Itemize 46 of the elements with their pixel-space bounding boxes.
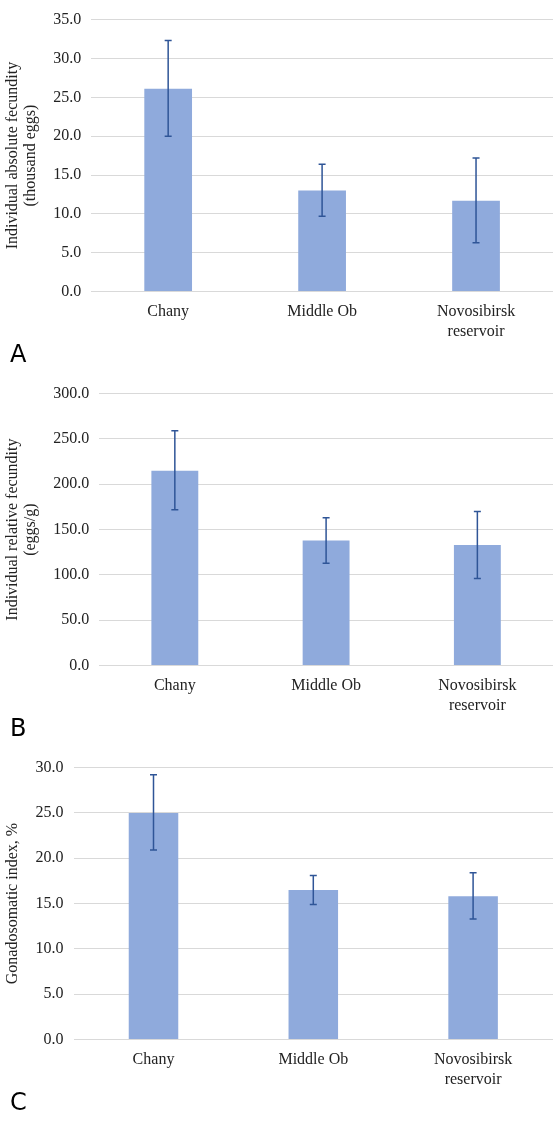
y-tick-label: 25.0: [53, 87, 82, 105]
y-tick-label: 25.0: [35, 803, 64, 821]
x-tick-label: Novosibirsk reservoir: [433, 1050, 513, 1087]
y-tick-label: 35.0: [53, 9, 82, 27]
bar: [302, 540, 350, 666]
bar: [448, 896, 498, 1040]
y-tick-label: 15.0: [53, 165, 82, 183]
y-tick-label: 20.0: [35, 848, 64, 866]
y-tick-label: 0.0: [43, 1029, 64, 1047]
y-tick-label: 150.0: [53, 519, 90, 537]
bar: [453, 545, 501, 666]
bar: [128, 812, 179, 1040]
y-axis-title: Individual absolute fecundity (thousand eggs): [3, 61, 39, 250]
x-tick-label: Chany: [153, 676, 196, 695]
y-tick-label: 300.0: [53, 383, 90, 401]
x-tick-label: Middle Ob: [287, 302, 357, 320]
bar: [144, 88, 193, 292]
y-tick-label: 200.0: [53, 474, 90, 492]
y-tick-label: 5.0: [61, 242, 82, 260]
y-tick-label: 5.0: [43, 984, 64, 1002]
y-tick-label: 15.0: [35, 893, 64, 911]
bar: [151, 470, 199, 666]
x-tick-label: Chany: [132, 1050, 175, 1069]
y-tick-label: 0.0: [69, 655, 90, 673]
x-tick-label: Middle Ob: [291, 676, 361, 694]
bar: [288, 890, 339, 1040]
y-axis-title: Individual relative fecundity (eggs/g): [3, 438, 39, 621]
y-tick-label: 0.0: [61, 281, 82, 299]
x-tick-label: Novosibirsk reservoir: [438, 676, 517, 713]
y-tick-label: 30.0: [53, 48, 82, 66]
x-tick-label: Novosibirsk reservoir: [436, 302, 516, 339]
bar: [298, 190, 346, 292]
y-tick-label: 10.0: [53, 204, 82, 222]
y-axis-title: Gonadosomatic index, %: [3, 822, 20, 985]
text: C: [10, 1088, 27, 1117]
y-tick-label: 250.0: [53, 429, 90, 447]
x-tick-label: Chany: [147, 302, 190, 321]
y-tick-label: 10.0: [35, 939, 64, 957]
y-tick-label: 100.0: [53, 565, 90, 583]
y-tick-label: 30.0: [35, 757, 64, 775]
text: B: [10, 714, 27, 743]
text: A: [10, 340, 27, 369]
bar: [452, 200, 500, 292]
x-tick-label: Middle Ob: [278, 1050, 349, 1068]
y-tick-label: 20.0: [53, 126, 82, 144]
y-tick-label: 50.0: [61, 610, 90, 628]
